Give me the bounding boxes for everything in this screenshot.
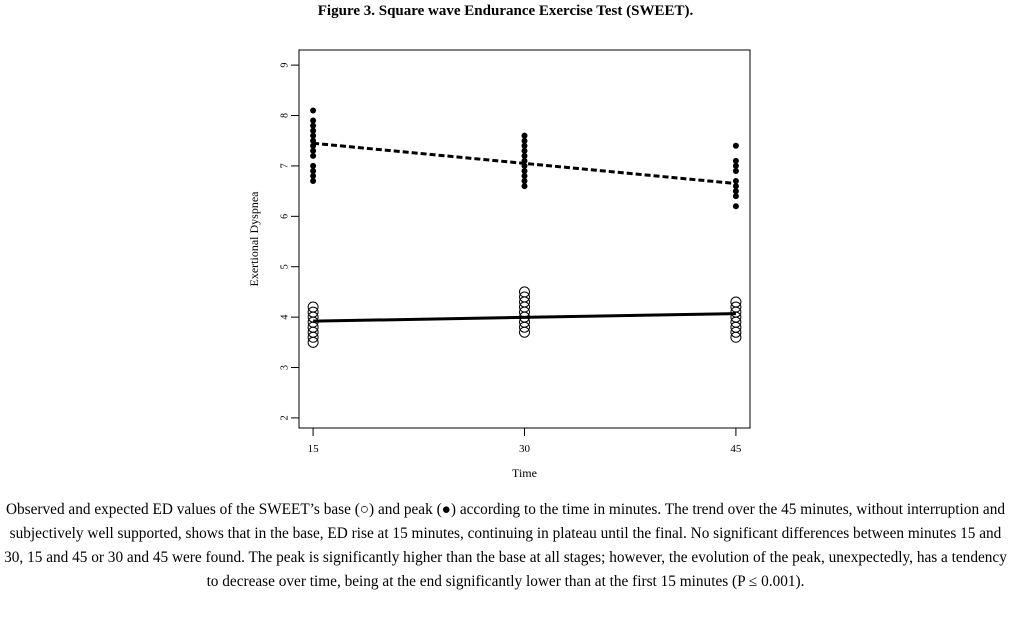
peak-point (310, 122, 317, 129)
y-axis-label: Exertional Dyspnea (247, 191, 261, 287)
x-tick-label: 45 (730, 443, 742, 455)
figure-title: Figure 3. Square wave Endurance Exercise… (317, 3, 694, 19)
peak-point (732, 183, 739, 190)
peak-point (521, 142, 528, 149)
peak-point (732, 167, 739, 174)
y-tick-label: 3 (279, 365, 290, 370)
peak-point (521, 152, 528, 159)
y-tick-label: 4 (279, 315, 290, 320)
peak-point (521, 178, 528, 185)
peak-point (732, 178, 739, 185)
peak-point (310, 173, 317, 179)
peak-point (310, 152, 317, 159)
x-tick-label: 15 (308, 443, 320, 455)
y-tick-label: 9 (279, 63, 290, 68)
y-tick-label: 6 (279, 214, 290, 219)
base-point (730, 301, 742, 313)
peak-point (521, 137, 528, 144)
peak-point (310, 137, 317, 144)
peak-point (310, 127, 317, 134)
y-tick-label: 7 (279, 163, 290, 168)
peak-point (310, 117, 317, 124)
plot-frame (298, 49, 751, 429)
peak-point (310, 132, 317, 139)
figure-caption: Observed and expected ED values of the S… (4, 501, 1007, 590)
peak-point (310, 167, 317, 174)
peak-point (732, 188, 739, 195)
peak-point (310, 107, 317, 114)
base-point (307, 306, 319, 318)
peak-point (732, 162, 739, 169)
peak-point (732, 203, 739, 210)
base-point (307, 301, 319, 313)
x-tick-label: 30 (519, 443, 531, 455)
peak-point (732, 142, 739, 149)
peak-point (732, 157, 739, 164)
x-axis-label: Time (512, 466, 537, 480)
base-point (519, 291, 530, 303)
peak-point (521, 132, 528, 139)
peak-point (310, 162, 317, 169)
y-tick-label: 8 (279, 113, 290, 118)
base-point (730, 296, 742, 308)
peak-point (521, 157, 528, 164)
peak-point (732, 193, 739, 200)
peak-point (310, 142, 317, 149)
peak-point (521, 173, 528, 179)
peak-point (521, 167, 528, 174)
y-tick-label: 2 (279, 415, 290, 420)
peak-point (310, 178, 317, 185)
peak-point (310, 147, 317, 154)
base-point (519, 286, 530, 298)
peak-point (521, 162, 528, 169)
y-tick-label: 5 (279, 264, 290, 269)
peak-point (521, 183, 528, 190)
peak-point (521, 147, 528, 154)
